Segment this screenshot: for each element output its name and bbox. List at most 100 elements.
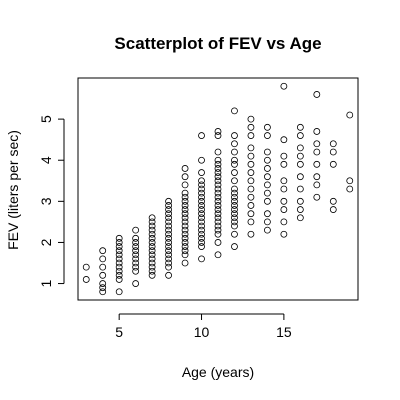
data-point — [148, 259, 156, 267]
data-point — [231, 243, 238, 250]
data-point — [214, 197, 222, 205]
data-point — [165, 222, 172, 230]
data-point — [198, 202, 205, 209]
data-point — [115, 259, 123, 267]
data-point — [165, 210, 172, 218]
data-point — [231, 148, 238, 156]
data-point — [296, 206, 304, 213]
data-point — [247, 152, 255, 160]
data-point — [165, 218, 172, 226]
data-point — [231, 156, 238, 164]
data-point — [198, 193, 205, 201]
data-point — [198, 218, 205, 226]
data-point — [214, 206, 222, 213]
data-point — [214, 214, 222, 222]
data-point — [181, 193, 189, 201]
data-point — [264, 197, 271, 205]
data-point — [214, 251, 222, 259]
data-point — [280, 177, 288, 185]
data-point — [231, 140, 238, 148]
data-point — [132, 239, 140, 246]
data-point — [198, 185, 205, 193]
data-point — [214, 189, 222, 197]
data-point — [264, 226, 271, 234]
data-point — [231, 177, 238, 185]
data-point — [264, 165, 271, 172]
data-point — [165, 230, 172, 238]
y-axis-label: FEV (liters per sec) — [5, 130, 21, 250]
data-point — [165, 251, 172, 259]
data-point — [132, 226, 140, 234]
x-axis-label: Age (years) — [182, 364, 254, 380]
data-point — [181, 214, 189, 222]
data-point — [329, 140, 337, 148]
data-point — [313, 173, 321, 181]
data-point — [132, 247, 140, 255]
data-point — [165, 259, 172, 267]
data-point — [313, 91, 321, 98]
data-point — [231, 193, 238, 201]
data-point — [181, 197, 189, 205]
data-point — [264, 123, 271, 131]
data-point — [132, 263, 140, 271]
data-point — [214, 185, 222, 193]
data-point — [198, 243, 205, 250]
data-point — [198, 189, 205, 197]
data-point — [214, 230, 222, 238]
data-point — [165, 226, 172, 234]
data-points — [82, 82, 354, 296]
data-point — [280, 197, 288, 205]
data-point — [313, 193, 321, 201]
data-point — [148, 239, 156, 246]
data-point — [181, 202, 189, 209]
data-point — [214, 222, 222, 230]
data-point — [148, 234, 156, 242]
data-point — [115, 239, 123, 246]
data-point — [329, 206, 337, 213]
data-point — [247, 169, 255, 176]
data-point — [280, 230, 288, 238]
chart-title: Scatterplot of FEV vs Age — [114, 34, 321, 53]
data-point — [231, 202, 238, 209]
data-point — [99, 271, 107, 279]
data-point — [165, 243, 172, 250]
data-point — [280, 136, 288, 144]
data-point — [198, 222, 205, 230]
data-point — [313, 148, 321, 156]
data-point — [280, 82, 288, 90]
data-point — [165, 197, 172, 205]
data-point — [148, 263, 156, 271]
data-point — [198, 230, 205, 238]
data-point — [214, 210, 222, 218]
y-axis: 1 2 3 4 5 — [38, 115, 65, 287]
data-point — [280, 218, 288, 226]
data-point — [115, 255, 123, 263]
data-point — [148, 255, 156, 263]
data-point — [296, 144, 304, 152]
data-point — [247, 123, 255, 131]
data-point — [148, 251, 156, 259]
data-point — [214, 148, 222, 156]
data-point — [346, 111, 354, 119]
data-point — [198, 226, 205, 234]
data-point — [214, 202, 222, 209]
data-point — [148, 222, 156, 230]
data-point — [231, 132, 238, 139]
data-point — [231, 197, 238, 205]
data-point — [280, 160, 288, 168]
data-point — [198, 210, 205, 218]
data-point — [115, 247, 123, 255]
data-point — [181, 251, 189, 259]
x-tick-label: 15 — [276, 324, 292, 340]
plot-frame — [77, 77, 359, 301]
data-point — [165, 271, 172, 279]
data-point — [231, 218, 238, 226]
data-point — [296, 173, 304, 181]
x-axis: 5 10 15 — [115, 313, 292, 340]
data-point — [313, 128, 321, 135]
data-point — [231, 230, 238, 238]
data-point — [132, 267, 140, 275]
data-point — [313, 160, 321, 168]
data-point — [264, 148, 271, 156]
